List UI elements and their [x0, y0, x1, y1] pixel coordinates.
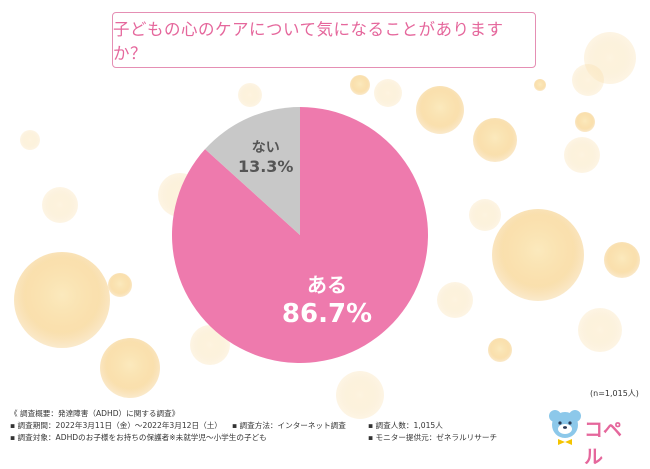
title-box: 子どもの心のケアについて気になることがありますか？: [112, 12, 536, 68]
chart-title: 子どもの心のケアについて気になることがありますか？: [113, 20, 504, 63]
slice-value-no: 13.3%: [238, 157, 294, 176]
pie-slice-no: [205, 107, 300, 235]
pie-slice-yes: [171, 107, 428, 363]
survey-target: ▪ 調査対象：ADHDのお子様をお持ちの保護者※未就学児〜小学生の子ども: [10, 433, 267, 442]
slice-label-no: ない: [252, 140, 280, 156]
bear-icon: [549, 410, 581, 445]
slice-label-yes: ある: [307, 273, 347, 297]
survey-count: ▪ 調査人数：1,015人: [368, 421, 443, 430]
survey-period: ▪ 調査期間：2022年3月11日（金）〜2022年3月12日（土）: [10, 421, 222, 430]
survey-summary: 《 調査概要：発達障害（ADHD）に関する調査》 ▪ 調査期間：2022年3月1…: [10, 408, 497, 444]
survey-method: ▪ 調査方法：インターネット調査: [232, 421, 346, 430]
slice-value-yes: 86.7%: [282, 299, 372, 329]
logo-name: コペル: [584, 419, 623, 468]
sample-size: (n=1,015人): [590, 389, 639, 398]
survey-monitor: ▪ モニター提供元：ゼネラルリサーチ: [368, 433, 498, 442]
copel-logo: コペル: [548, 404, 638, 468]
survey-heading: 《 調査概要：発達障害（ADHD）に関する調査》: [10, 409, 180, 418]
